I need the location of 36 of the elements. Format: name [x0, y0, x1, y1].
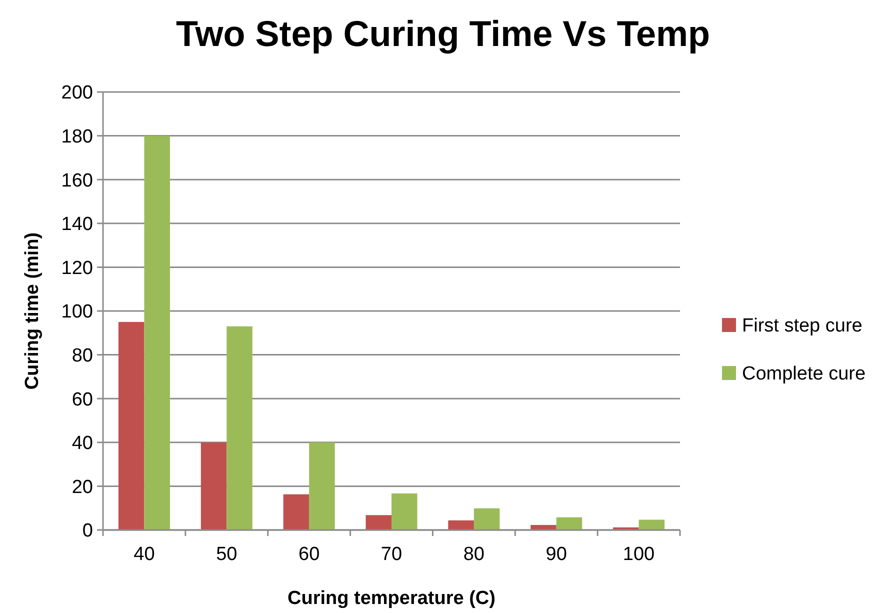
x-tick-label: 70 — [380, 544, 402, 565]
x-tick-label: 80 — [463, 544, 484, 565]
y-tick-label: 120 — [61, 258, 93, 279]
bar — [448, 520, 474, 530]
bar — [283, 494, 310, 530]
y-tick-label: 40 — [72, 433, 93, 454]
bar — [226, 326, 252, 530]
bar — [474, 508, 500, 530]
y-tick-label: 20 — [72, 476, 93, 498]
bar — [392, 493, 418, 530]
y-tick-label: 180 — [61, 126, 93, 148]
y-tick-label: 0 — [82, 520, 93, 542]
x-tick-label: 100 — [622, 544, 655, 565]
x-tick-label: 40 — [134, 544, 155, 565]
bar — [366, 515, 392, 530]
bar — [530, 524, 556, 530]
x-axis-title: Curing temperature (C) — [288, 588, 496, 609]
x-tick-label: 90 — [546, 544, 567, 565]
bar — [144, 136, 170, 530]
y-tick-label: 160 — [61, 170, 93, 192]
bar — [556, 517, 582, 530]
y-tick-label: 140 — [61, 214, 93, 236]
y-tick-label: 100 — [61, 302, 93, 323]
x-tick-label: 60 — [298, 544, 320, 565]
bar — [118, 322, 144, 530]
x-tick-label: 50 — [216, 544, 238, 565]
y-tick-label: 80 — [72, 345, 93, 366]
bar — [200, 442, 227, 530]
bar — [638, 520, 665, 530]
y-tick-label: 200 — [61, 82, 93, 104]
legend-label: Complete cure — [742, 364, 866, 385]
y-tick-label: 60 — [72, 389, 93, 410]
bar — [309, 442, 335, 530]
y-axis-title: Curing time (min) — [22, 232, 43, 390]
legend-label: First step cure — [742, 316, 862, 337]
chart-title: Two Step Curing Time Vs Temp — [176, 13, 710, 54]
